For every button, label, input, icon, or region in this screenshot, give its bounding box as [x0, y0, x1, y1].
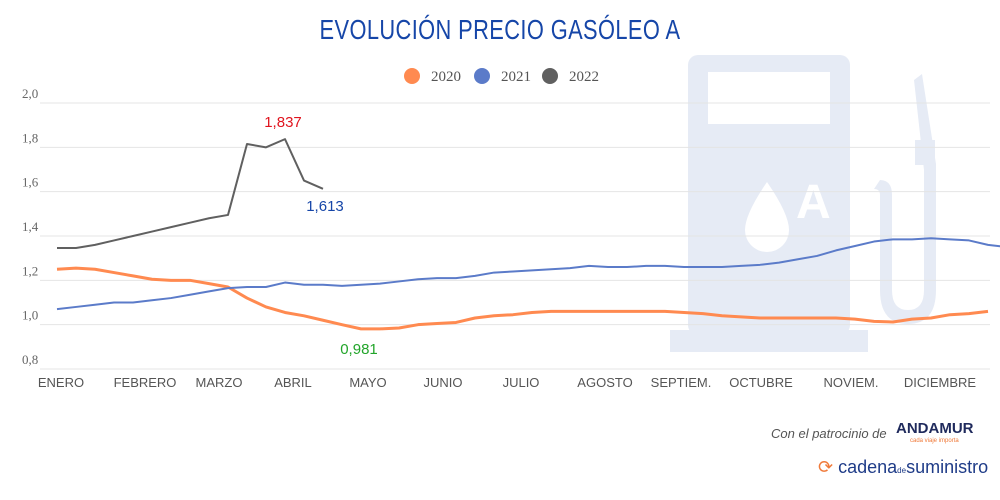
legend-label-2022: 2022	[569, 69, 599, 85]
x-tick-label: DICIEMBRE	[904, 375, 977, 390]
data-label: 1,613	[306, 198, 344, 215]
cadena-de-suministro-logo: ⟳ cadenadesuministro	[818, 457, 989, 477]
legend-label-2020: 2020	[431, 69, 461, 85]
legend-marker-2021	[474, 68, 490, 84]
series-line-2022	[57, 138, 324, 249]
legend-marker-2020	[404, 68, 420, 84]
y-tick-label: 1,4	[22, 219, 39, 234]
x-tick-label: JUNIO	[424, 375, 463, 390]
x-tick-label: FEBRERO	[114, 375, 177, 390]
x-tick-label: OCTUBRE	[729, 375, 793, 390]
x-tick-label: SEPTIEM.	[651, 375, 712, 390]
x-tick-label: NOVIEM.	[824, 375, 879, 390]
x-tick-label: ABRIL	[274, 375, 312, 390]
svg-text:A: A	[796, 176, 831, 229]
chart-title: EVOLUCIÓN PRECIO GASÓLEO A	[319, 14, 681, 45]
y-tick-label: 1,2	[22, 263, 38, 278]
y-tick-label: 0,8	[22, 352, 38, 367]
x-tick-label: MARZO	[196, 375, 243, 390]
x-tick-label: ENERO	[38, 375, 84, 390]
y-tick-label: 1,8	[22, 130, 38, 145]
x-tick-label: JULIO	[503, 375, 540, 390]
y-tick-label: 2,0	[22, 86, 38, 101]
data-label: 1,837	[264, 114, 302, 131]
x-tick-label: MAYO	[349, 375, 386, 390]
x-tick-label: AGOSTO	[577, 375, 632, 390]
sponsor-text: Con el patrocinio de	[771, 426, 887, 441]
series-line-2020	[56, 266, 989, 331]
data-label: 0,981	[340, 341, 378, 358]
andamur-logo: ANDAMUR	[896, 420, 974, 437]
legend-label-2021: 2021	[501, 69, 531, 85]
fuel-pump-watermark: A	[670, 55, 936, 352]
y-tick-label: 1,6	[22, 175, 39, 190]
andamur-tagline: cada viaje importa	[910, 438, 959, 444]
legend-marker-2022	[542, 68, 558, 84]
y-tick-label: 1,0	[22, 308, 38, 323]
series-line-2021	[56, 237, 1000, 311]
